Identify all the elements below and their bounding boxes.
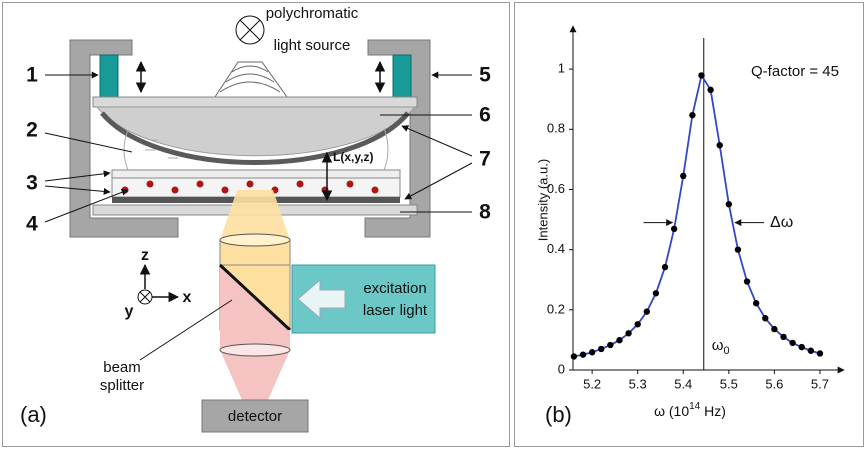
data-point (689, 112, 695, 118)
annotation: Q-factor = 45 (751, 63, 839, 80)
piezo-right (393, 55, 411, 97)
data-point (571, 353, 577, 359)
figure: polychromatic light source L(x,y,z) 1 2 … (0, 0, 866, 449)
y-tick-label: 0.8 (547, 121, 565, 136)
data-point (625, 330, 631, 336)
component-number: 1 (26, 64, 38, 87)
data-point (744, 278, 750, 284)
detection-cone (220, 350, 290, 400)
component-number: 3 (26, 172, 38, 195)
component-number: 7 (479, 148, 491, 171)
y-tick-label: 0.2 (547, 301, 565, 316)
data-point (762, 315, 768, 321)
x-tick-label: 5.3 (629, 376, 647, 391)
excitation-label: laser light (363, 302, 428, 319)
data-point (707, 87, 713, 93)
data-point (616, 337, 622, 343)
data-point (698, 72, 704, 78)
lens-lower (220, 344, 290, 356)
component-number: 2 (26, 119, 38, 142)
data-point (653, 290, 659, 296)
data-point (735, 246, 741, 252)
data-point (644, 308, 650, 314)
panel-label: (a) (20, 402, 47, 427)
data-point (780, 334, 786, 340)
data-point (808, 348, 814, 354)
beam-splitter-label: beam (103, 359, 141, 376)
panel-label: (b) (545, 402, 572, 427)
y-tick-label: 0.6 (547, 181, 565, 196)
lens (97, 107, 415, 156)
component-number: 5 (479, 64, 491, 87)
data-point (753, 300, 759, 306)
data-point (817, 350, 823, 356)
data-point (634, 321, 640, 327)
data-point (589, 349, 595, 355)
axis-label: y (125, 303, 134, 320)
leader (140, 300, 232, 360)
component-number: 8 (479, 201, 491, 224)
data-point (680, 173, 686, 179)
x-tick-label: 5.6 (765, 376, 783, 391)
x-tick-label: 5.5 (720, 376, 738, 391)
data-point (671, 226, 677, 232)
x-tick-label: 5.2 (583, 376, 601, 391)
cover-glass (112, 170, 400, 178)
axis-label: z (141, 247, 149, 264)
data-point (598, 346, 604, 352)
data-point (607, 342, 613, 348)
x-tick-label: 5.7 (811, 376, 829, 391)
x-label-text: ω (10 (654, 403, 689, 419)
peak-label-text: ω (712, 337, 724, 354)
fwhm-label: Δω (770, 214, 793, 231)
excitation-label: excitation (363, 280, 426, 297)
data-point (726, 201, 732, 207)
top-plate (93, 97, 417, 107)
light-source-label: polychromatic (266, 5, 359, 22)
light-source-label: light source (274, 37, 351, 54)
data-point (717, 142, 723, 148)
lens-upper (220, 234, 290, 246)
y-tick-label: 0 (558, 361, 565, 376)
piezo-left (100, 55, 118, 97)
data-point (771, 326, 777, 332)
data-point (799, 344, 805, 350)
y-tick-label: 1 (558, 61, 565, 76)
detector-label: detector (228, 408, 282, 425)
panel-b: Intensity (a.u.) ω (1014 Hz) Q-factor = … (515, 3, 864, 447)
x-axis-label: ω (1014 Hz) (654, 401, 726, 419)
component-number: 6 (479, 104, 491, 127)
gap-label: L(x,y,z) (333, 150, 373, 164)
y-axis-label: Intensity (a.u.) (535, 159, 550, 241)
x-tick-label: 5.4 (674, 376, 692, 391)
x-label-superscript: 14 (689, 401, 701, 412)
peak-label: ω0 (712, 337, 730, 357)
component-number: 4 (26, 213, 38, 236)
x-label-suffix: Hz) (700, 403, 726, 419)
data-point (580, 351, 586, 357)
peak-label-subscript: 0 (723, 345, 729, 357)
y-tick-label: 0.4 (547, 241, 565, 256)
data-point (789, 340, 795, 346)
axis-label: x (183, 289, 192, 306)
lamp-housing (215, 62, 287, 97)
data-point (662, 264, 668, 270)
panel-a: polychromatic light source L(x,y,z) 1 2 … (3, 3, 510, 447)
beam-splitter-label: splitter (100, 377, 144, 394)
